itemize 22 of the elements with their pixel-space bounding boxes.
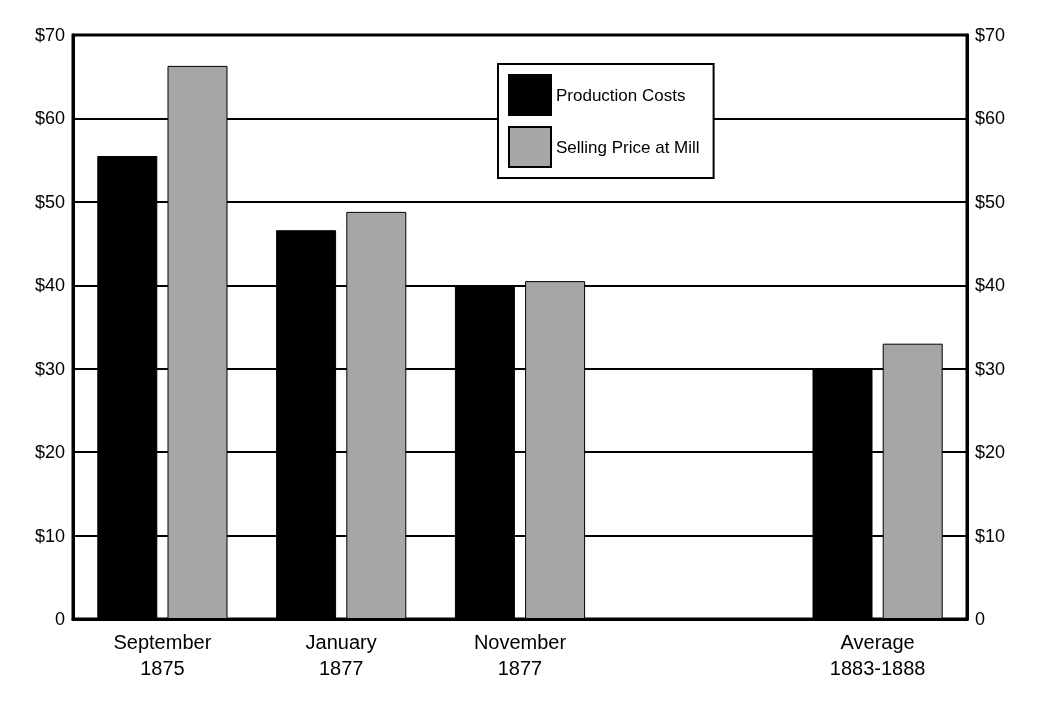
y-tick-label: $10 <box>34 525 65 546</box>
y-tick-label: $30 <box>34 358 65 379</box>
y-tick-label: $40 <box>34 275 65 296</box>
x-tick-label: September 1875 <box>113 631 212 679</box>
y2-tick-label: $70 <box>975 25 1006 45</box>
y-tick-label: $70 <box>34 25 65 45</box>
y2-tick-label: $60 <box>975 108 1006 129</box>
y2-tick-label: $40 <box>975 275 1006 296</box>
y2-tick-label: 0 <box>975 609 986 629</box>
y-tick-label: 0 <box>54 609 65 629</box>
y2-tick-label: $30 <box>975 358 1006 379</box>
x-tick-label: Average 1883-1888 <box>829 631 926 679</box>
y-tick-label: $60 <box>34 108 65 129</box>
y2-tick-label: $10 <box>975 525 1006 546</box>
y-tick-label: $50 <box>34 191 65 212</box>
y-tick-label: $20 <box>34 442 65 463</box>
legend-label: Production Costs <box>556 85 686 105</box>
y2-tick-label: $20 <box>975 442 1006 463</box>
x-tick-label: January 1877 <box>305 631 377 679</box>
legend-label: Selling Price at Mill <box>556 137 700 157</box>
x-tick-label: November 1877 <box>473 631 567 679</box>
y2-tick-label: $50 <box>975 191 1006 212</box>
